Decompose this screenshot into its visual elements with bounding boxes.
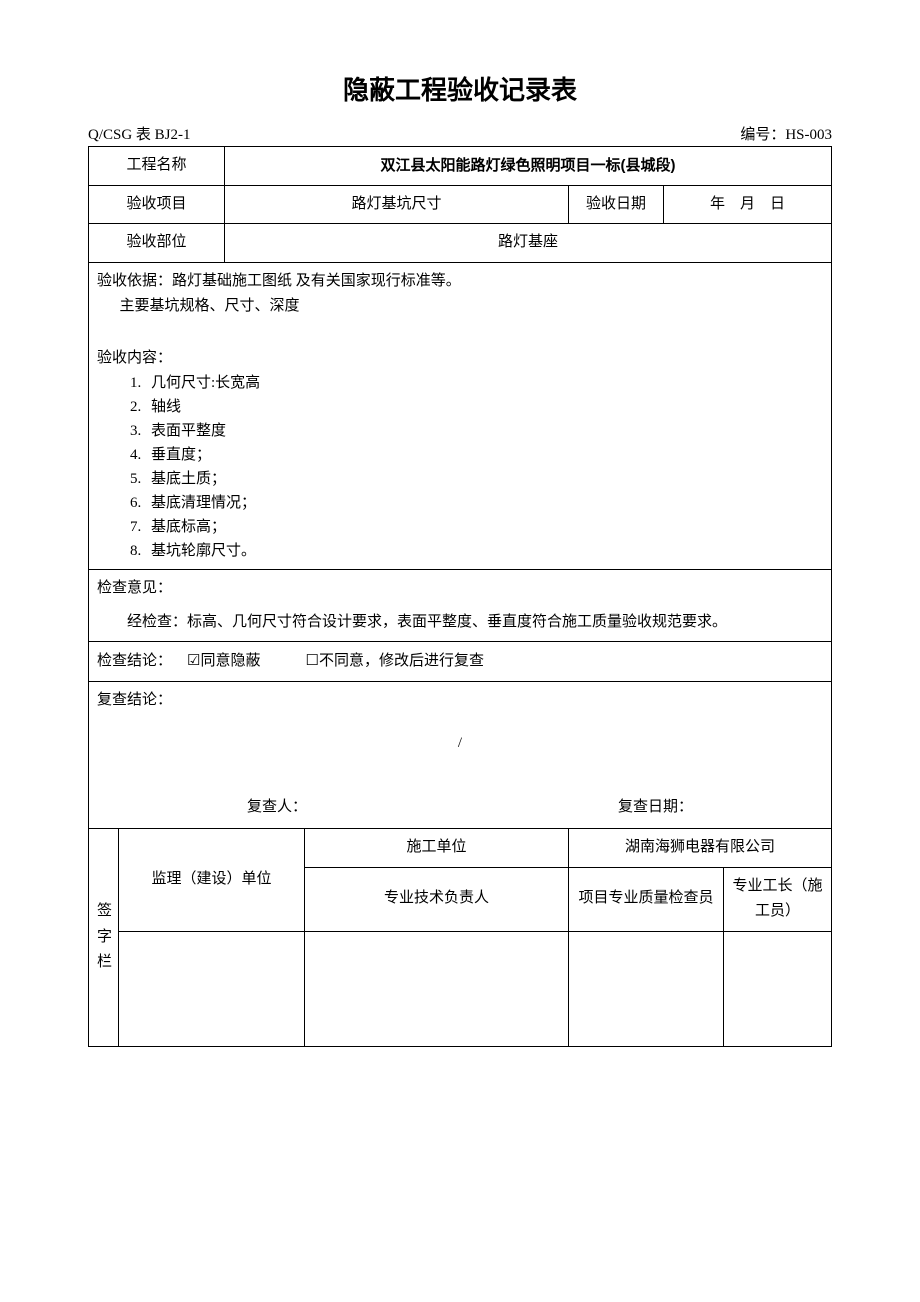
meta-row: Q/CSG 表 BJ2-1 编号：HS-003 — [88, 123, 832, 144]
row-inspection-part: 验收部位 路灯基座 — [89, 224, 832, 263]
row-sig-header: 签字栏 监理（建设）单位 施工单位 湖南海狮电器有限公司 — [89, 829, 832, 868]
row-opinion: 检查意见： 经检查：标高、几何尺寸符合设计要求，表面平整度、垂直度符合施工质量验… — [89, 570, 832, 642]
row-conclusion: 检查结论： ☑同意隐蔽 ☐不同意，修改后进行复查 — [89, 642, 832, 682]
conclusion-disagree: 不同意，修改后进行复查 — [319, 653, 484, 669]
value-construction-unit: 湖南海狮电器有限公司 — [569, 829, 832, 868]
conclusion-block: 检查结论： ☑同意隐蔽 ☐不同意，修改后进行复查 — [89, 642, 832, 682]
content-block: 验收依据：路灯基础施工图纸 及有关国家现行标准等。 主要基坑规格、尺寸、深度 验… — [89, 262, 832, 570]
form-table: 工程名称 双江县太阳能路灯绿色照明项目一标(县城段) 验收项目 路灯基坑尺寸 验… — [88, 146, 832, 1047]
list-item: 基坑轮廓尺寸。 — [145, 539, 823, 563]
list-item: 基底土质； — [145, 467, 823, 491]
recheck-reviewer-label: 复查人： — [247, 795, 307, 821]
recheck-slash: / — [97, 731, 823, 757]
label-tech-leader: 专业技术负责人 — [305, 867, 569, 931]
list-item: 基底标高； — [145, 515, 823, 539]
doc-number-label: 编号： — [740, 127, 785, 143]
signature-column-label: 签字栏 — [89, 829, 119, 1047]
label-inspection-part: 验收部位 — [89, 224, 225, 263]
recheck-block: 复查结论： / 复查人： 复查日期： — [89, 681, 832, 829]
sig-foreman-cell — [724, 931, 832, 1046]
label-supervisor-unit: 监理（建设）单位 — [119, 829, 305, 932]
label-inspection-item: 验收项目 — [89, 185, 225, 224]
value-inspection-item: 路灯基坑尺寸 — [225, 185, 569, 224]
opinion-text: 经检查：标高、几何尺寸符合设计要求，表面平整度、垂直度符合施工质量验收规范要求。 — [97, 610, 823, 636]
row-content: 验收依据：路灯基础施工图纸 及有关国家现行标准等。 主要基坑规格、尺寸、深度 验… — [89, 262, 832, 570]
meta-left: Q/CSG 表 BJ2-1 — [88, 123, 191, 144]
list-item: 几何尺寸:长宽高 — [145, 371, 823, 395]
label-project-name: 工程名称 — [89, 147, 225, 186]
list-item: 表面平整度 — [145, 419, 823, 443]
recheck-date-label: 复查日期： — [618, 795, 693, 821]
pit-spec: 主要基坑规格、尺寸、深度 — [97, 294, 823, 320]
checkbox-agree-icon: ☑ — [187, 652, 200, 669]
opinion-label: 检查意见： — [97, 576, 823, 602]
doc-number-value: HS-003 — [785, 127, 832, 143]
list-item: 轴线 — [145, 395, 823, 419]
value-inspection-date: 年 月 日 — [664, 185, 832, 224]
sig-tech-leader-cell — [305, 931, 569, 1046]
label-inspection-date: 验收日期 — [569, 185, 664, 224]
opinion-block: 检查意见： 经检查：标高、几何尺寸符合设计要求，表面平整度、垂直度符合施工质量验… — [89, 570, 832, 642]
inspection-items-label: 验收内容： — [97, 346, 823, 372]
list-item: 基底清理情况； — [145, 491, 823, 515]
conclusion-label: 检查结论： — [97, 653, 172, 669]
inspection-basis: 验收依据：路灯基础施工图纸 及有关国家现行标准等。 — [97, 269, 823, 295]
value-project-name: 双江县太阳能路灯绿色照明项目一标(县城段) — [225, 147, 832, 186]
inspection-items-list: 几何尺寸:长宽高 轴线 表面平整度 垂直度； 基底土质； 基底清理情况； 基底标… — [145, 371, 823, 563]
label-quality-inspector: 项目专业质量检查员 — [569, 867, 724, 931]
label-foreman: 专业工长（施工员） — [724, 867, 832, 931]
recheck-label: 复查结论： — [97, 688, 823, 714]
sig-quality-inspector-cell — [569, 931, 724, 1046]
row-inspection-item: 验收项目 路灯基坑尺寸 验收日期 年 月 日 — [89, 185, 832, 224]
label-construction-unit: 施工单位 — [305, 829, 569, 868]
page-title: 隐蔽工程验收记录表 — [88, 70, 832, 107]
conclusion-agree: 同意隐蔽 — [200, 653, 260, 669]
row-project-name: 工程名称 双江县太阳能路灯绿色照明项目一标(县城段) — [89, 147, 832, 186]
row-sig-blank — [89, 931, 832, 1046]
sig-supervisor-cell — [119, 931, 305, 1046]
row-recheck: 复查结论： / 复查人： 复查日期： — [89, 681, 832, 829]
list-item: 垂直度； — [145, 443, 823, 467]
checkbox-disagree-icon: ☐ — [305, 652, 318, 669]
value-inspection-part: 路灯基座 — [225, 224, 832, 263]
meta-right: 编号：HS-003 — [740, 123, 832, 144]
